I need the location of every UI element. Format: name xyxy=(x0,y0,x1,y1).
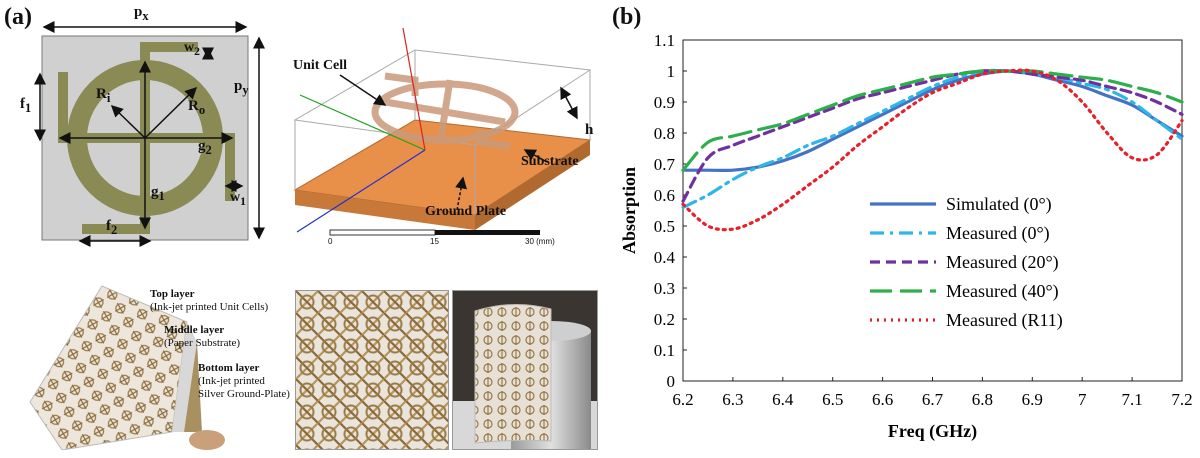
ground-layer xyxy=(184,342,202,432)
photo-flat-sheet xyxy=(295,290,449,450)
photo-layered-sheet: Top layer (Ink-jet printed Unit Cells) Mi… xyxy=(22,282,292,450)
height-arrow xyxy=(560,86,578,120)
label-py: py xyxy=(234,78,249,97)
x-axis-label: Freq (GHz) xyxy=(888,421,977,442)
label-ground-plate: Ground Plate xyxy=(425,204,507,219)
unit-cell-arrow xyxy=(339,74,387,106)
scale-0: 0 xyxy=(328,237,333,246)
series-line-3 xyxy=(681,69,1184,203)
label-h: h xyxy=(585,122,594,138)
x-tick-label: 6.3 xyxy=(722,390,743,409)
y-tick-label: 0.3 xyxy=(654,279,675,298)
panel-a-label: (a) xyxy=(4,4,32,30)
label-ri: Ri xyxy=(96,86,111,105)
x-tick-label: 7 xyxy=(1078,390,1087,409)
x-tick-label: 6.9 xyxy=(1022,390,1043,409)
y-tick-label: 0.2 xyxy=(654,310,675,329)
absorption-chart: 0 0.1 0.2 0.3 0.4 0.5 0.6 0.7 0.8 0.9 1 1.1 6.2 6.3 6.… xyxy=(615,18,1200,453)
panel-b-label: (b) xyxy=(612,4,642,30)
label-px: px xyxy=(134,4,149,23)
series-line-2 xyxy=(681,68,1184,209)
layered-sheet-drawing xyxy=(29,285,225,450)
hand xyxy=(189,430,225,450)
y-axis-label: Absorption xyxy=(619,167,639,254)
unit-cell-3d-model: Unit Cell h Substrate Ground Plate 0 15 … xyxy=(285,20,605,260)
y-tick-label: 0.4 xyxy=(654,248,676,267)
label-g2: g2 xyxy=(198,138,212,157)
y-tick-label: 0.7 xyxy=(654,155,676,174)
x-tick-label: 6.2 xyxy=(672,390,693,409)
y-tick-label: 0.6 xyxy=(654,186,675,205)
substrate-front xyxy=(295,190,475,230)
x-tick-label: 6.7 xyxy=(922,390,944,409)
label-ro: Ro xyxy=(188,98,206,117)
label-unit-cell: Unit Cell xyxy=(293,58,348,73)
legend-label-5: Measured (R11) xyxy=(946,310,1063,331)
top-layer-label: Top layer (Ink-jet printed Unit Cells) xyxy=(150,288,269,313)
x-tick-label: 7.1 xyxy=(1121,390,1142,409)
x-tick-label: 6.8 xyxy=(972,390,993,409)
series-line-5 xyxy=(681,68,1184,232)
photo-cylinder xyxy=(452,290,598,450)
label-f1: f1 xyxy=(20,96,32,115)
legend-label-1: Simulated (0°) xyxy=(946,194,1052,215)
label-f2: f2 xyxy=(106,218,118,237)
label-substrate: Substrate xyxy=(521,154,579,169)
y-tick-label: 1 xyxy=(667,62,676,81)
x-tick-label: 7.2 xyxy=(1171,390,1192,409)
scale-bar-dark xyxy=(435,230,540,235)
legend-label-3: Measured (20°) xyxy=(946,252,1059,273)
unit-cell-pattern xyxy=(371,72,519,150)
x-tick-label: 6.6 xyxy=(872,390,893,409)
ground-plate-arrow xyxy=(455,176,467,211)
axis-y xyxy=(299,94,426,151)
y-tick-label: 0.5 xyxy=(654,217,675,236)
chart-svg: 0 0.1 0.2 0.3 0.4 0.5 0.6 0.7 0.8 0.9 1 1.1 6.2 6.3 6.… xyxy=(619,31,1193,442)
bottom-layer-label: Bottom layer (Ink-jet printed Silver Groun… xyxy=(198,362,290,400)
label-g1: g1 xyxy=(151,184,165,203)
label-w1: w1 xyxy=(230,190,246,208)
substrate-arrow xyxy=(523,149,548,163)
unit-cell-schematic: px py f1 f2 g1 g2 Ri Ro w2 w1 xyxy=(0,0,290,260)
series-line-4 xyxy=(681,69,1184,172)
scale-bar-light xyxy=(329,229,436,236)
y-tick-label: 0 xyxy=(667,372,676,391)
y-tick-label: 0.9 xyxy=(654,93,675,112)
axis-x xyxy=(296,149,426,233)
y-tick-label: 0.8 xyxy=(654,124,675,143)
substrate-side xyxy=(475,140,590,230)
y-tick-label: 1.1 xyxy=(654,31,675,50)
scale-30: 30 (mm) xyxy=(525,237,555,246)
unit-cell-drawing xyxy=(34,21,265,247)
sheet-edge xyxy=(172,322,197,432)
label-w2: w2 xyxy=(184,40,200,58)
model-3d-drawing xyxy=(293,27,592,236)
axis-z xyxy=(402,27,426,151)
x-tick-label: 6.5 xyxy=(822,390,843,409)
y-tick-label: 0.1 xyxy=(654,341,675,360)
legend-label-2: Measured (0°) xyxy=(946,223,1050,244)
middle-layer-label: Middle layer (Paper Substrate) xyxy=(164,324,241,349)
x-tick-label: 6.4 xyxy=(772,390,794,409)
flat-sheet-pattern xyxy=(296,291,448,449)
bent-sheet xyxy=(474,303,552,444)
legend-label-4: Measured (40°) xyxy=(946,281,1059,302)
scale-15: 15 xyxy=(430,237,439,246)
cylinder-drawing xyxy=(453,303,597,449)
